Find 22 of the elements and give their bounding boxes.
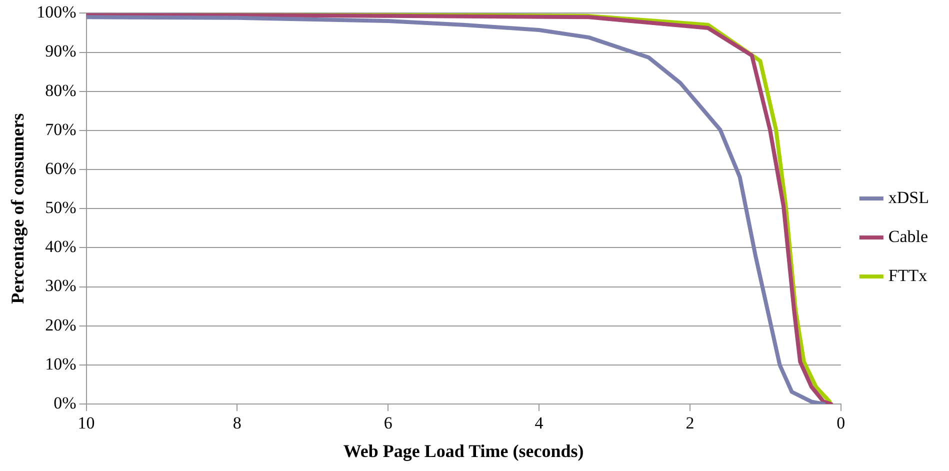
y-tick-label: 40% — [45, 237, 76, 256]
legend-label: xDSL — [888, 188, 930, 207]
x-tick-label: 4 — [534, 414, 544, 433]
y-tick-label: 20% — [45, 315, 76, 334]
y-tick-label: 10% — [45, 354, 76, 374]
x-tick-label: 8 — [232, 414, 242, 433]
legend-label: FTTx — [888, 266, 928, 285]
x-tick-label: 10 — [78, 414, 95, 433]
y-tick-label: 70% — [45, 120, 76, 139]
x-axis-title: Web Page Load Time (seconds) — [343, 440, 584, 461]
y-tick-label: 90% — [45, 42, 76, 61]
y-tick-label: 30% — [45, 276, 76, 296]
x-tick-label: 6 — [384, 414, 392, 433]
y-tick-label: 80% — [45, 80, 76, 100]
y-tick-label: 60% — [45, 158, 76, 178]
y-tick-label: 0% — [54, 393, 76, 412]
x-tick-label: 2 — [686, 414, 694, 433]
y-axis-title: Percentage of consumers — [7, 113, 28, 304]
y-tick-label: 50% — [45, 198, 76, 218]
y-tick-label: 100% — [36, 2, 76, 22]
x-tick-label: 0 — [836, 414, 846, 433]
legend-label: Cable — [888, 226, 928, 246]
